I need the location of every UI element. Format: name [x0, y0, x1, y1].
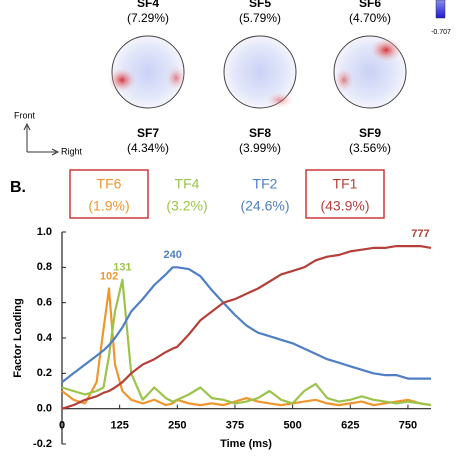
y-tick-label: 0.8: [37, 261, 52, 273]
annotation: 777: [411, 228, 429, 240]
x-axis-label: Time (ms): [220, 438, 272, 450]
orientation-front: Front: [14, 110, 36, 120]
x-tick-label: 125: [110, 420, 128, 432]
annotation: 240: [164, 249, 182, 261]
x-tick-label: 0: [59, 420, 65, 432]
topomap-label: SF4: [137, 0, 159, 10]
topomap-spot: [266, 92, 294, 108]
x-tick-label: 375: [226, 420, 244, 432]
panel-label: B.: [10, 179, 26, 196]
series-line: [61, 266, 431, 384]
topomap-label: SF7: [137, 126, 159, 140]
colorbar: [435, 0, 446, 19]
topomap-label: SF5: [249, 0, 271, 10]
x-tick-label: 500: [283, 420, 301, 432]
x-tick-label: 750: [399, 420, 417, 432]
colorbar-label: -0.707: [431, 29, 451, 36]
legend-name: TF2: [253, 176, 278, 192]
legend-name: TF4: [175, 176, 200, 192]
legend-share: (43.9%): [320, 198, 369, 214]
topomap-spot: [166, 66, 186, 90]
orientation-arrowhead: [23, 122, 60, 156]
topomap-share: (3.56%): [349, 141, 391, 155]
y-tick-label: 0.6: [37, 297, 52, 309]
topomap-spot: [334, 68, 354, 92]
legend-name: TF1: [333, 176, 358, 192]
topomap-share: (5.79%): [239, 11, 281, 25]
series-line: [61, 287, 432, 407]
y-tick-label: 0.2: [37, 367, 52, 379]
topomaps: [108, 35, 407, 109]
legend-share: (24.6%): [240, 198, 289, 214]
legend-share: (1.9%): [88, 198, 129, 214]
annotation: 102: [100, 270, 118, 282]
y-axis-label: Factor Loading: [12, 298, 24, 377]
series-line: [61, 278, 432, 407]
x-tick-label: 250: [168, 420, 186, 432]
series-line: [61, 245, 432, 410]
topomap-share: (4.34%): [127, 141, 169, 155]
legend-box: [69, 169, 149, 219]
topomap-share: (3.99%): [239, 141, 281, 155]
topomap: [223, 35, 297, 109]
legend-box: [305, 169, 385, 219]
topomap-share: (4.70%): [349, 11, 391, 25]
topomap-spot: [370, 38, 402, 62]
y-tick-label: 1.0: [37, 226, 52, 238]
annotation: 131: [113, 262, 131, 274]
topomap-label: SF6: [359, 0, 381, 10]
topomap-spot: [108, 68, 136, 92]
y-tick-label: 0.0: [37, 403, 52, 415]
y-tick-label: -0.2: [33, 438, 52, 450]
legend-name: TF6: [97, 176, 122, 192]
topomap-share: (7.29%): [127, 11, 169, 25]
topomap-label: SF8: [249, 126, 271, 140]
legend-share: (3.2%): [166, 198, 207, 214]
x-tick-label: 625: [341, 420, 359, 432]
orientation-right: Right: [61, 146, 83, 156]
topomap-label: SF9: [359, 126, 381, 140]
y-tick-label: 0.4: [37, 332, 53, 344]
